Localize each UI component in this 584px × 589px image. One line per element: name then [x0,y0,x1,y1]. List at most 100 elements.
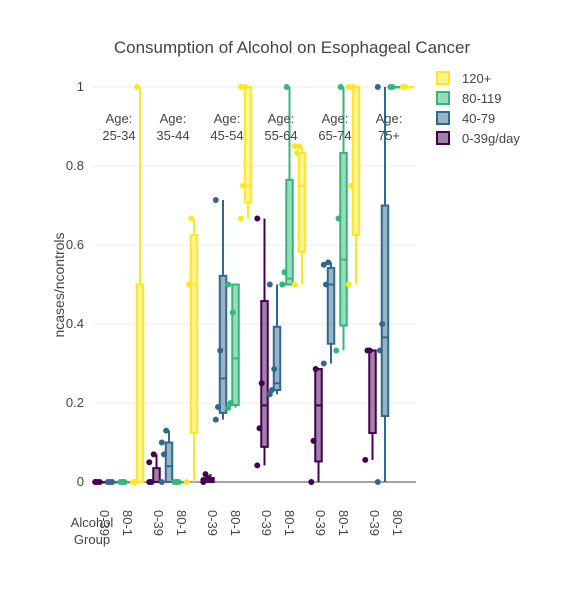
data-point [333,347,340,354]
x-tick-label: 0-39 [313,510,328,536]
data-point [96,479,103,485]
data-point [291,143,298,150]
box-0-39g-day [200,471,215,485]
data-point [158,479,165,485]
box-120- [399,84,415,90]
box-iqr [218,274,228,414]
data-point [281,269,288,276]
box-80-119 [333,84,348,354]
data-point [402,84,408,90]
box-iqr [368,349,377,435]
legend-swatch [436,91,450,105]
x-axis-label-line: Group [74,532,110,547]
x-tick-label: 80-1 [390,510,405,536]
age-group-label: Age: [214,111,241,126]
data-point [269,386,275,393]
x-tick-label: 0-39 [151,510,166,536]
box-80-119 [117,479,132,485]
legend-item[interactable]: 80-119 [436,91,502,106]
box-iqr [164,441,174,483]
box-40-79 [104,479,120,485]
legend-swatch [436,131,450,145]
data-point [121,479,128,485]
box-0-39g-day [362,347,377,463]
data-point [350,84,357,90]
box-iqr [380,204,390,418]
age-group-label: 45-54 [210,128,243,143]
data-point [337,84,344,90]
data-point [200,477,207,484]
data-point [258,380,265,387]
legend-item[interactable]: 120+ [436,71,491,86]
box-120- [345,84,361,288]
data-point [345,84,352,90]
age-group-label: 75+ [378,128,400,143]
data-point [163,427,170,434]
box-iqr [152,467,161,483]
age-group-label: 35-44 [156,128,189,143]
y-tick-label: 0.4 [66,316,84,331]
age-group-label: Age: [106,111,133,126]
data-point [374,84,381,90]
y-tick-label: 0 [77,474,84,489]
data-point [296,143,303,150]
legend[interactable]: 120+ 80-119 40-79 0-39g/day [436,71,520,146]
data-point [279,281,286,288]
data-point [266,281,273,288]
data-point [325,259,332,266]
data-point [186,281,192,288]
box-iqr [339,151,348,327]
data-point [256,425,263,432]
box-iqr [351,86,361,237]
legend-label: 0-39g/day [462,131,520,146]
data-point [217,347,224,354]
y-tick-label: 0.2 [66,395,84,410]
box-0-39g-day [308,366,323,485]
age-group-label: 25-34 [102,128,135,143]
data-point [320,360,327,367]
age-group-label: Age: [376,111,403,126]
box-80-119 [225,281,240,411]
data-point [225,281,232,288]
data-point [237,84,244,90]
data-point [161,451,167,458]
data-point [227,400,234,406]
data-point [389,84,396,90]
legend-swatch [436,71,450,85]
y-tick-label: 1 [77,79,84,94]
box-iqr [189,234,199,434]
age-group-label: 55-64 [264,128,297,143]
gridlines [92,86,416,483]
box-40-79 [158,427,174,485]
legend-item[interactable]: 40-79 [436,111,495,126]
box-40-79 [212,196,228,423]
box-0-39g-day [254,215,269,469]
data-point [366,347,373,354]
data-point [348,182,354,189]
data-point [134,84,141,90]
data-point [158,439,165,446]
x-tick-label: 0-39 [97,510,112,536]
data-point [150,451,157,458]
data-point [377,347,383,354]
chart-title: Consumption of Alcohol on Esophageal Can… [114,38,471,57]
box-iqr [326,266,336,345]
data-point [212,196,219,203]
box-0-39g-day [146,451,161,485]
x-axis-ticks: 0-39 80-1 0-39 80-1 0-39 80-1 0-39 80-1 0-39 80-1… [97,510,405,536]
x-tick-label: 80-1 [228,510,243,536]
box-120- [129,84,145,485]
box-iqr [135,283,145,483]
data-point [379,321,386,327]
x-tick-label: 80-1 [120,510,135,536]
box-40-79 [320,259,336,367]
age-group-label: Age: [268,111,295,126]
x-axis-label-line: Alcohol [71,515,114,530]
y-tick-label: 0.6 [66,237,84,252]
data-point [310,437,317,444]
legend-item[interactable]: 0-39g/day [436,131,520,146]
data-point [254,462,261,469]
box-series [92,84,415,485]
